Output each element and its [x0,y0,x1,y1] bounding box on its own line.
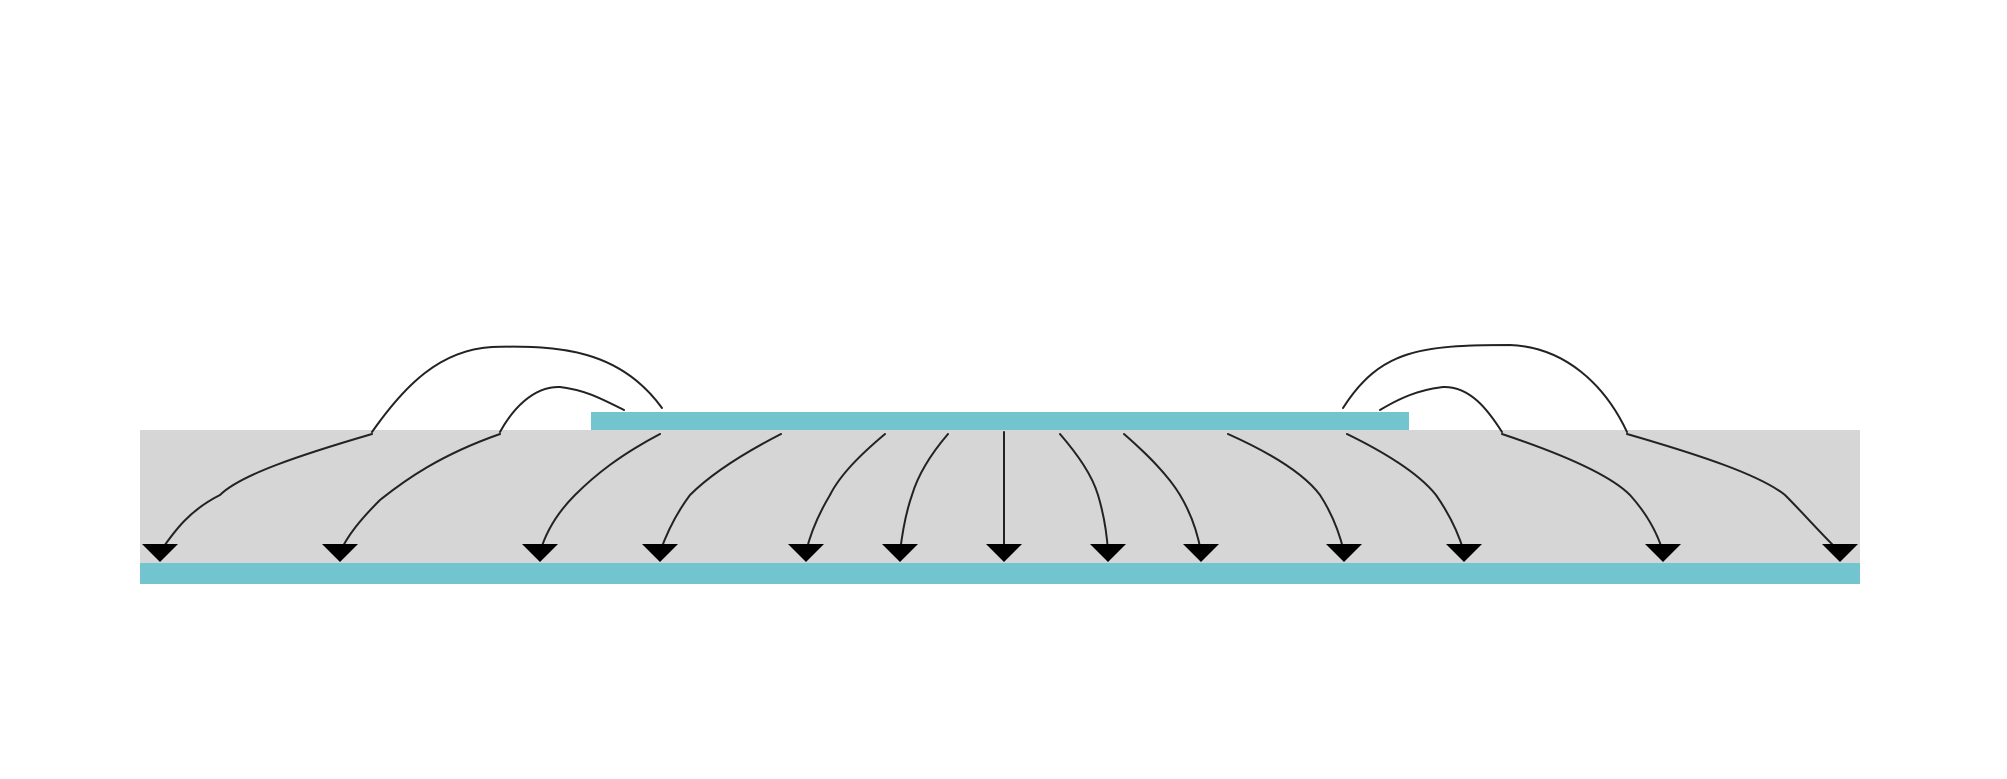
field-line-12 [1501,433,1664,553]
fringing-line-left-outer [371,345,663,433]
arrowheads [142,544,1858,562]
arrowhead-12 [1645,544,1681,562]
field-line-3 [539,433,661,553]
arrowhead-11 [1446,544,1482,562]
fringing-line-right-outer [1342,344,1628,433]
arrowhead-2 [322,544,358,562]
field-line-5 [805,433,886,553]
field-line-1 [159,433,373,553]
field-line-6 [899,433,949,553]
arrowhead-8 [1090,544,1126,562]
fringing-line-left-inner [499,385,625,433]
arrowhead-5 [788,544,824,562]
arrowhead-9 [1183,544,1219,562]
field-line-13 [1626,433,1841,553]
dielectric-layer [140,430,1860,564]
arrowhead-3 [522,544,558,562]
field-lines [159,344,1841,553]
field-line-2 [339,433,501,553]
fringing-line-right-inner [1379,385,1503,433]
arrowhead-10 [1326,544,1362,562]
bottom-electrode [140,563,1860,584]
field-line-10 [1227,433,1345,553]
field-line-9 [1123,433,1202,553]
arrowhead-13 [1822,544,1858,562]
arrowhead-6 [882,544,918,562]
field-line-8 [1059,433,1109,553]
field-line-11 [1346,433,1465,553]
arrowhead-1 [142,544,178,562]
arrowhead-7 [986,544,1022,562]
top-electrode [591,412,1409,430]
arrowhead-4 [642,544,678,562]
field-line-4 [659,433,782,553]
